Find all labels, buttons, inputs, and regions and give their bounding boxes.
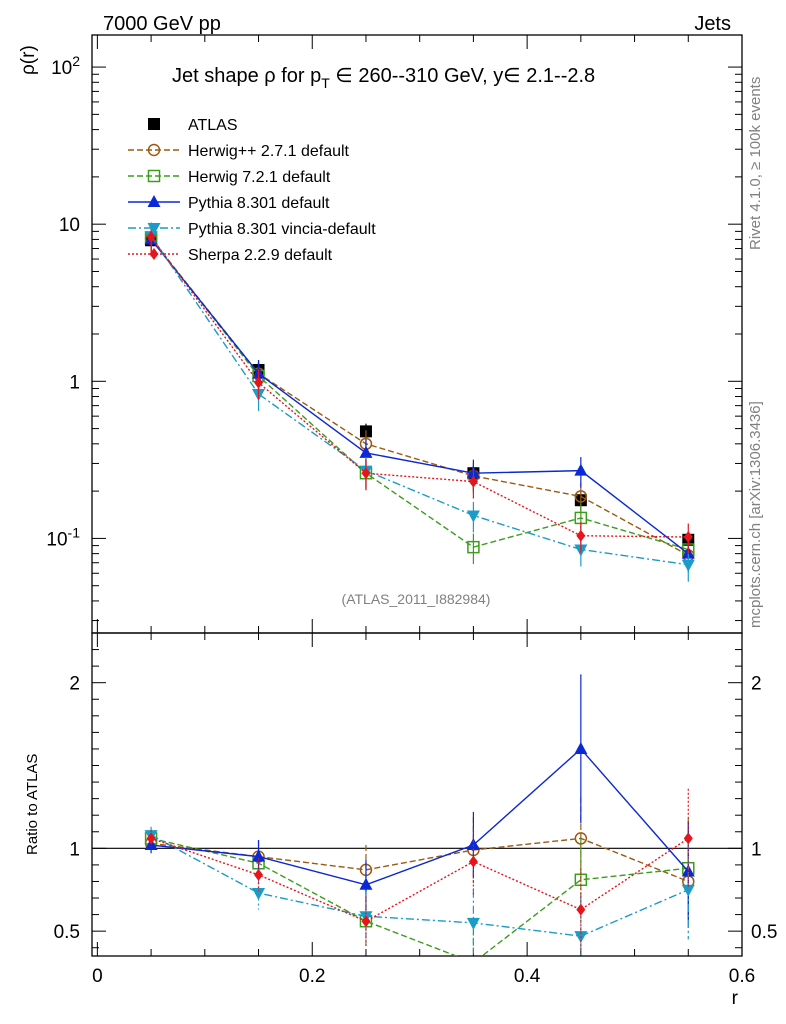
data-point xyxy=(681,559,695,572)
legend-label: Herwig++ 2.7.1 default xyxy=(188,143,350,160)
rivet-version-text: Rivet 4.1.0, ≥ 100k events xyxy=(747,77,764,250)
legend-label: Pythia 8.301 default xyxy=(188,195,330,212)
legend-entry-vincia: Pythia 8.301 vincia-default xyxy=(128,221,376,238)
ratio-x-tick-label: 0.6 xyxy=(729,966,755,987)
ratio-series-line xyxy=(150,837,689,922)
data-point xyxy=(359,445,373,458)
legend-entry-herwig7: Herwig 7.2.1 default xyxy=(128,169,331,186)
main-ylabel: ρ(r) xyxy=(18,45,39,75)
ratio-series-pythia xyxy=(144,674,695,922)
ratio-y-tick-label: 2 xyxy=(69,674,80,695)
data-point xyxy=(361,467,371,480)
main-axis-ticks: 10-1 1 10 102 xyxy=(46,35,743,633)
ratio-y-tick-label-right: 2 xyxy=(751,674,762,695)
ratio-series-vincia xyxy=(144,826,695,955)
ratio-data-point xyxy=(146,832,156,845)
ratio-data-point xyxy=(683,832,693,845)
header-right: Jets xyxy=(694,13,731,35)
series-herwig7 xyxy=(144,224,695,567)
legend-entry-atlas: ATLAS xyxy=(148,117,238,134)
data-point xyxy=(466,510,480,523)
legend-marker xyxy=(149,248,159,260)
legend-marker xyxy=(147,169,161,183)
legend-label: Herwig 7.2.1 default xyxy=(188,169,331,186)
ratio-series-sherpa xyxy=(146,788,693,952)
series-line xyxy=(150,237,689,551)
ratio-y-tick-label: 0.5 xyxy=(54,922,80,943)
legend-entry-herwigpp: Herwig++ 2.7.1 default xyxy=(128,143,350,160)
series-herwigpp xyxy=(144,224,695,573)
legend: ATLAS Herwig++ 2.7.1 default Herwig 7.2.1 … xyxy=(128,117,376,264)
legend-label: Pythia 8.301 vincia-default xyxy=(188,221,376,238)
ratio-data-point xyxy=(468,855,478,868)
ratio-y-tick-label-right: 1 xyxy=(751,839,762,860)
ratio-x-tick-label: 0.4 xyxy=(514,966,541,987)
ratio-axis-ticks: 0.5 0.5 1 1 2 2 0 0.2 0.4 0.6 xyxy=(54,633,777,987)
plot-title: Jet shape ρ for pT ∈ 260--310 GeV, y∈ 2.… xyxy=(172,65,595,91)
series-line xyxy=(150,238,689,555)
data-point xyxy=(576,529,586,542)
series-atlas xyxy=(145,232,695,549)
mcplots-text: mcplots.cern.ch [arXiv:1306.3436] xyxy=(747,401,764,628)
ratio-data-point xyxy=(681,884,695,897)
ratio-data-point xyxy=(361,915,371,928)
main-y-tick-label: 102 xyxy=(51,53,80,79)
data-point xyxy=(146,230,156,243)
ratio-data-point xyxy=(574,741,588,754)
series-line xyxy=(150,235,689,566)
main-y-tick-label: 10-1 xyxy=(46,524,80,550)
legend-entry-sherpa: Sherpa 2.2.9 default xyxy=(128,247,333,264)
ratio-data-point xyxy=(466,838,480,851)
ratio-series xyxy=(144,674,695,956)
ratio-data-point xyxy=(252,888,266,901)
ratio-series-line xyxy=(150,837,689,956)
main-y-tick-label: 1 xyxy=(69,372,80,393)
ratio-ylabel: Ratio to ATLAS xyxy=(24,754,41,855)
legend-marker xyxy=(147,195,161,207)
ratio-plot-frame xyxy=(91,632,743,957)
ratio-data-point xyxy=(466,917,480,930)
ratio-data-point xyxy=(576,903,586,916)
data-point xyxy=(574,463,588,476)
main-y-tick-label: 10 xyxy=(59,215,80,236)
series-line xyxy=(150,238,689,556)
series-pythia xyxy=(144,225,695,571)
data-point xyxy=(254,376,264,389)
legend-label: Sherpa 2.2.9 default xyxy=(188,247,333,264)
header-left: 7000 GeV pp xyxy=(103,13,221,35)
analysis-watermark: (ATLAS_2011_I882984) xyxy=(342,591,491,607)
data-point xyxy=(467,540,480,554)
ratio-x-tick-label: 0 xyxy=(92,966,103,987)
ratio-y-tick-label-right: 0.5 xyxy=(751,922,777,943)
data-point xyxy=(574,490,588,503)
ratio-series-line xyxy=(150,834,689,937)
data-point xyxy=(683,531,693,544)
ratio-x-tick-label: 0.2 xyxy=(299,966,325,987)
legend-label: ATLAS xyxy=(188,117,238,134)
data-point xyxy=(468,475,478,488)
ratio-series-herwig7 xyxy=(144,818,695,956)
legend-entry-pythia: Pythia 8.301 default xyxy=(128,195,330,212)
ratio-data-point xyxy=(252,849,266,862)
ratio-series-line xyxy=(151,747,689,886)
ratio-data-point xyxy=(359,877,373,890)
ratio-data-point xyxy=(254,868,264,881)
series-sherpa xyxy=(146,223,693,555)
main-series xyxy=(144,222,695,582)
ratio-xlabel: r xyxy=(732,988,739,1009)
ratio-series-line xyxy=(151,837,689,883)
legend-marker xyxy=(147,143,161,157)
ratio-y-tick-label: 1 xyxy=(69,839,80,860)
legend-marker xyxy=(147,223,161,235)
legend-marker xyxy=(148,118,160,130)
